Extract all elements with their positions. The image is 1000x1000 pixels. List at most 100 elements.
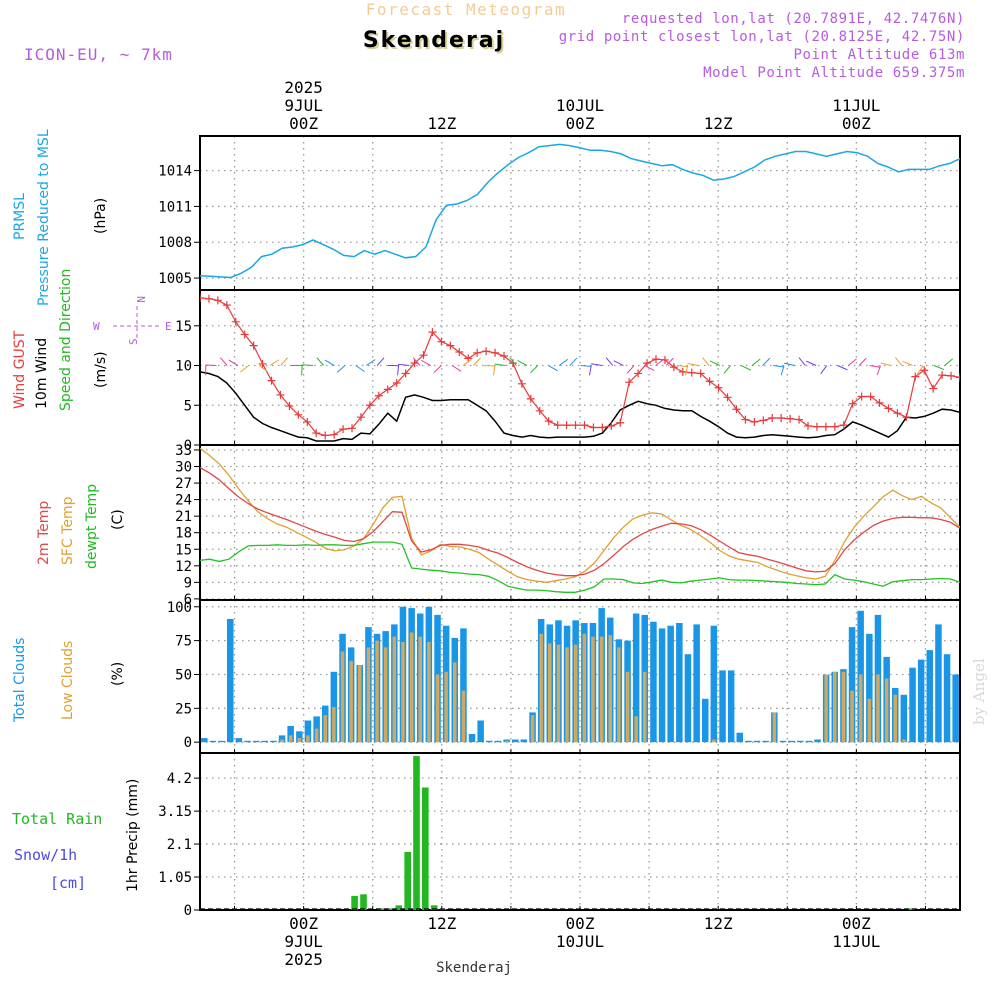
- bottom-time-label: 9JUL: [284, 932, 323, 951]
- low-cloud-bar: [893, 694, 897, 743]
- rain-bar: [404, 851, 411, 910]
- y-tick-label: 0: [184, 438, 192, 454]
- gust-marker: [947, 371, 956, 380]
- gust-marker: [625, 378, 634, 387]
- wind-direction-arrow: [894, 357, 903, 366]
- panel-frame: [199, 752, 961, 911]
- top-time-label: 10JUL: [556, 96, 604, 115]
- low-cloud-bar: [392, 636, 397, 743]
- gust-marker: [616, 418, 625, 427]
- wind-direction-arrow: [783, 362, 795, 367]
- gust-marker: [741, 415, 750, 424]
- low-cloud-bar: [556, 644, 561, 743]
- gust-marker: [374, 391, 383, 400]
- wind-direction-arrow: [876, 365, 881, 376]
- gust-line: [200, 297, 960, 437]
- wind-direction-arrow: [944, 358, 954, 366]
- total-cloud-bar: [667, 625, 674, 743]
- gust-marker: [652, 355, 660, 364]
- rain-bar: [377, 908, 385, 910]
- wind-direction-arrow: [301, 364, 313, 367]
- total-cloud-bar: [779, 740, 787, 743]
- y-tick-label: 6: [184, 592, 192, 608]
- wind-direction-arrow: [880, 362, 892, 366]
- y-tick-label: 3.15: [158, 804, 192, 820]
- bottom-time-label: 00Z: [566, 914, 595, 933]
- low-cloud-bar: [323, 715, 327, 743]
- low-cloud-bar: [712, 739, 716, 743]
- low-cloud-bar: [643, 671, 647, 743]
- low-cloud-bar: [841, 671, 846, 743]
- low-cloud-bar: [453, 662, 457, 743]
- total-cloud-bar: [814, 739, 821, 743]
- y-tick-label: 75: [175, 634, 192, 650]
- celsius-unit-label: (C): [110, 509, 126, 530]
- temperature-panel: 2m Temp SFC Temp dewpt Temp (C) 69121518…: [36, 443, 961, 608]
- compass-north: N: [134, 296, 147, 303]
- model-point-altitude: Model Point Altitude 659.375m: [703, 65, 965, 81]
- ms-unit-label: (m/s): [93, 351, 109, 388]
- gust-marker: [312, 429, 321, 438]
- pressure-panel: PRMSL Pressure Reduced to MSL (hPa) 1005…: [12, 129, 961, 306]
- temp2m-label: 2m Temp: [36, 501, 52, 565]
- gust-marker: [517, 379, 526, 388]
- wind-direction-arrow: [626, 365, 635, 374]
- point-altitude: Point Altitude 613m: [793, 47, 965, 63]
- wind-direction-arrow: [709, 360, 721, 366]
- rain-bar: [360, 894, 367, 910]
- gust-marker: [401, 369, 410, 378]
- wind-direction-arrow: [676, 365, 688, 368]
- gust-marker: [938, 371, 947, 380]
- total-cloud-bar: [201, 738, 208, 743]
- panel-frame: [199, 289, 961, 446]
- low-cloud-bar: [824, 674, 828, 743]
- rain-bar: [351, 895, 358, 910]
- gust-marker: [553, 421, 562, 430]
- total-cloud-bar: [227, 619, 234, 743]
- gust-marker: [276, 390, 285, 399]
- low-cloud-bar: [401, 642, 405, 743]
- wind-direction-arrow: [740, 365, 752, 371]
- wind10m-line: [200, 371, 960, 442]
- low-cloud-bar: [409, 632, 414, 743]
- total-cloud-bar: [278, 735, 286, 743]
- gust-marker: [213, 296, 222, 305]
- total-cloud-bar: [797, 740, 804, 743]
- gust-marker: [821, 422, 830, 431]
- wind-direction-arrow: [473, 357, 481, 366]
- wind-direction-arrow: [324, 359, 335, 366]
- gust-marker: [437, 337, 446, 346]
- wind-direction-arrow: [902, 360, 913, 366]
- compass-south: S: [127, 338, 140, 345]
- wind-direction-arrow: [780, 365, 785, 376]
- gust-marker: [526, 394, 535, 403]
- wind-direction-arrow: [869, 365, 881, 368]
- gust-marker: [812, 422, 821, 431]
- wind-direction-arrow: [806, 360, 817, 366]
- bottom-time-label: 2025: [284, 950, 323, 969]
- gust-marker: [446, 341, 455, 350]
- gust-marker: [830, 422, 839, 431]
- gust-marker: [455, 348, 464, 356]
- low-cloud-bar: [902, 739, 906, 743]
- y-tick-label: 1005: [158, 271, 192, 287]
- total-cloud-bar: [866, 633, 873, 743]
- gust-marker: [714, 383, 723, 392]
- total-cloud-bar: [943, 654, 951, 743]
- rain-bar: [386, 908, 394, 910]
- low-cloud-bar: [548, 643, 552, 743]
- snow-unit-label: [cm]: [50, 874, 86, 892]
- gridpoint-lonlat: grid point closest lon,lat (20.8125E, 42…: [559, 29, 965, 45]
- gust-marker: [419, 351, 428, 360]
- snow-label: Snow/1h: [14, 846, 77, 864]
- total-cloud-bar: [261, 740, 268, 743]
- wind-direction-arrow: [762, 357, 771, 366]
- wind-direction-arrow: [837, 365, 848, 371]
- gust-marker: [482, 347, 491, 356]
- wind-direction-arrow: [336, 365, 346, 373]
- wind-direction-arrow: [280, 357, 288, 366]
- gust-marker: [562, 421, 571, 430]
- rain-bar: [413, 756, 420, 910]
- gust-marker: [200, 293, 204, 302]
